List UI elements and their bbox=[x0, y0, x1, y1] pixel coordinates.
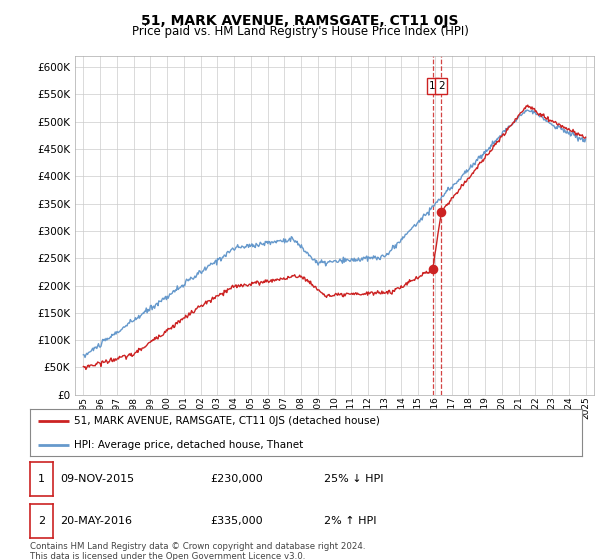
Point bbox=[428, 265, 437, 274]
Text: 1: 1 bbox=[429, 81, 436, 91]
Text: £335,000: £335,000 bbox=[210, 516, 263, 526]
Text: Price paid vs. HM Land Registry's House Price Index (HPI): Price paid vs. HM Land Registry's House … bbox=[131, 25, 469, 38]
Point bbox=[437, 207, 446, 216]
Text: £230,000: £230,000 bbox=[210, 474, 263, 484]
Text: HPI: Average price, detached house, Thanet: HPI: Average price, detached house, Than… bbox=[74, 440, 304, 450]
Text: 09-NOV-2015: 09-NOV-2015 bbox=[60, 474, 134, 484]
Text: 51, MARK AVENUE, RAMSGATE, CT11 0JS: 51, MARK AVENUE, RAMSGATE, CT11 0JS bbox=[141, 14, 459, 28]
Text: Contains HM Land Registry data © Crown copyright and database right 2024.
This d: Contains HM Land Registry data © Crown c… bbox=[30, 542, 365, 560]
Text: 1: 1 bbox=[38, 474, 45, 484]
Text: 51, MARK AVENUE, RAMSGATE, CT11 0JS (detached house): 51, MARK AVENUE, RAMSGATE, CT11 0JS (det… bbox=[74, 416, 380, 426]
Text: 25% ↓ HPI: 25% ↓ HPI bbox=[324, 474, 383, 484]
Text: 2% ↑ HPI: 2% ↑ HPI bbox=[324, 516, 377, 526]
Text: 2: 2 bbox=[438, 81, 445, 91]
Text: 20-MAY-2016: 20-MAY-2016 bbox=[60, 516, 132, 526]
Text: 2: 2 bbox=[38, 516, 45, 526]
